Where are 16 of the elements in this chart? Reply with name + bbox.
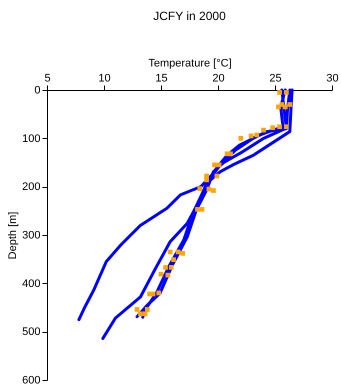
x-tick-label: 20 xyxy=(212,72,225,84)
x-axis-title: Temperature [°C] xyxy=(148,58,232,70)
x-tick-label: 30 xyxy=(326,72,339,84)
y-tick-label: 400 xyxy=(22,278,40,290)
x-tick-label: 10 xyxy=(98,72,111,84)
x-tick-label: 25 xyxy=(269,72,282,84)
x-tick-label: 15 xyxy=(155,72,168,84)
y-axis-title: Depth [m] xyxy=(7,212,20,260)
y-tick-label: 100 xyxy=(22,132,40,145)
y-tick-label: 200 xyxy=(22,181,40,194)
x-tick-label: 5 xyxy=(44,72,51,84)
y-tick-label: 300 xyxy=(22,230,40,242)
y-tick-label: 0 xyxy=(34,84,40,96)
chart-title: JCFY in 2000 xyxy=(153,9,226,23)
y-tick-label: 500 xyxy=(22,326,40,338)
y-tick-label: 600 xyxy=(22,374,40,384)
